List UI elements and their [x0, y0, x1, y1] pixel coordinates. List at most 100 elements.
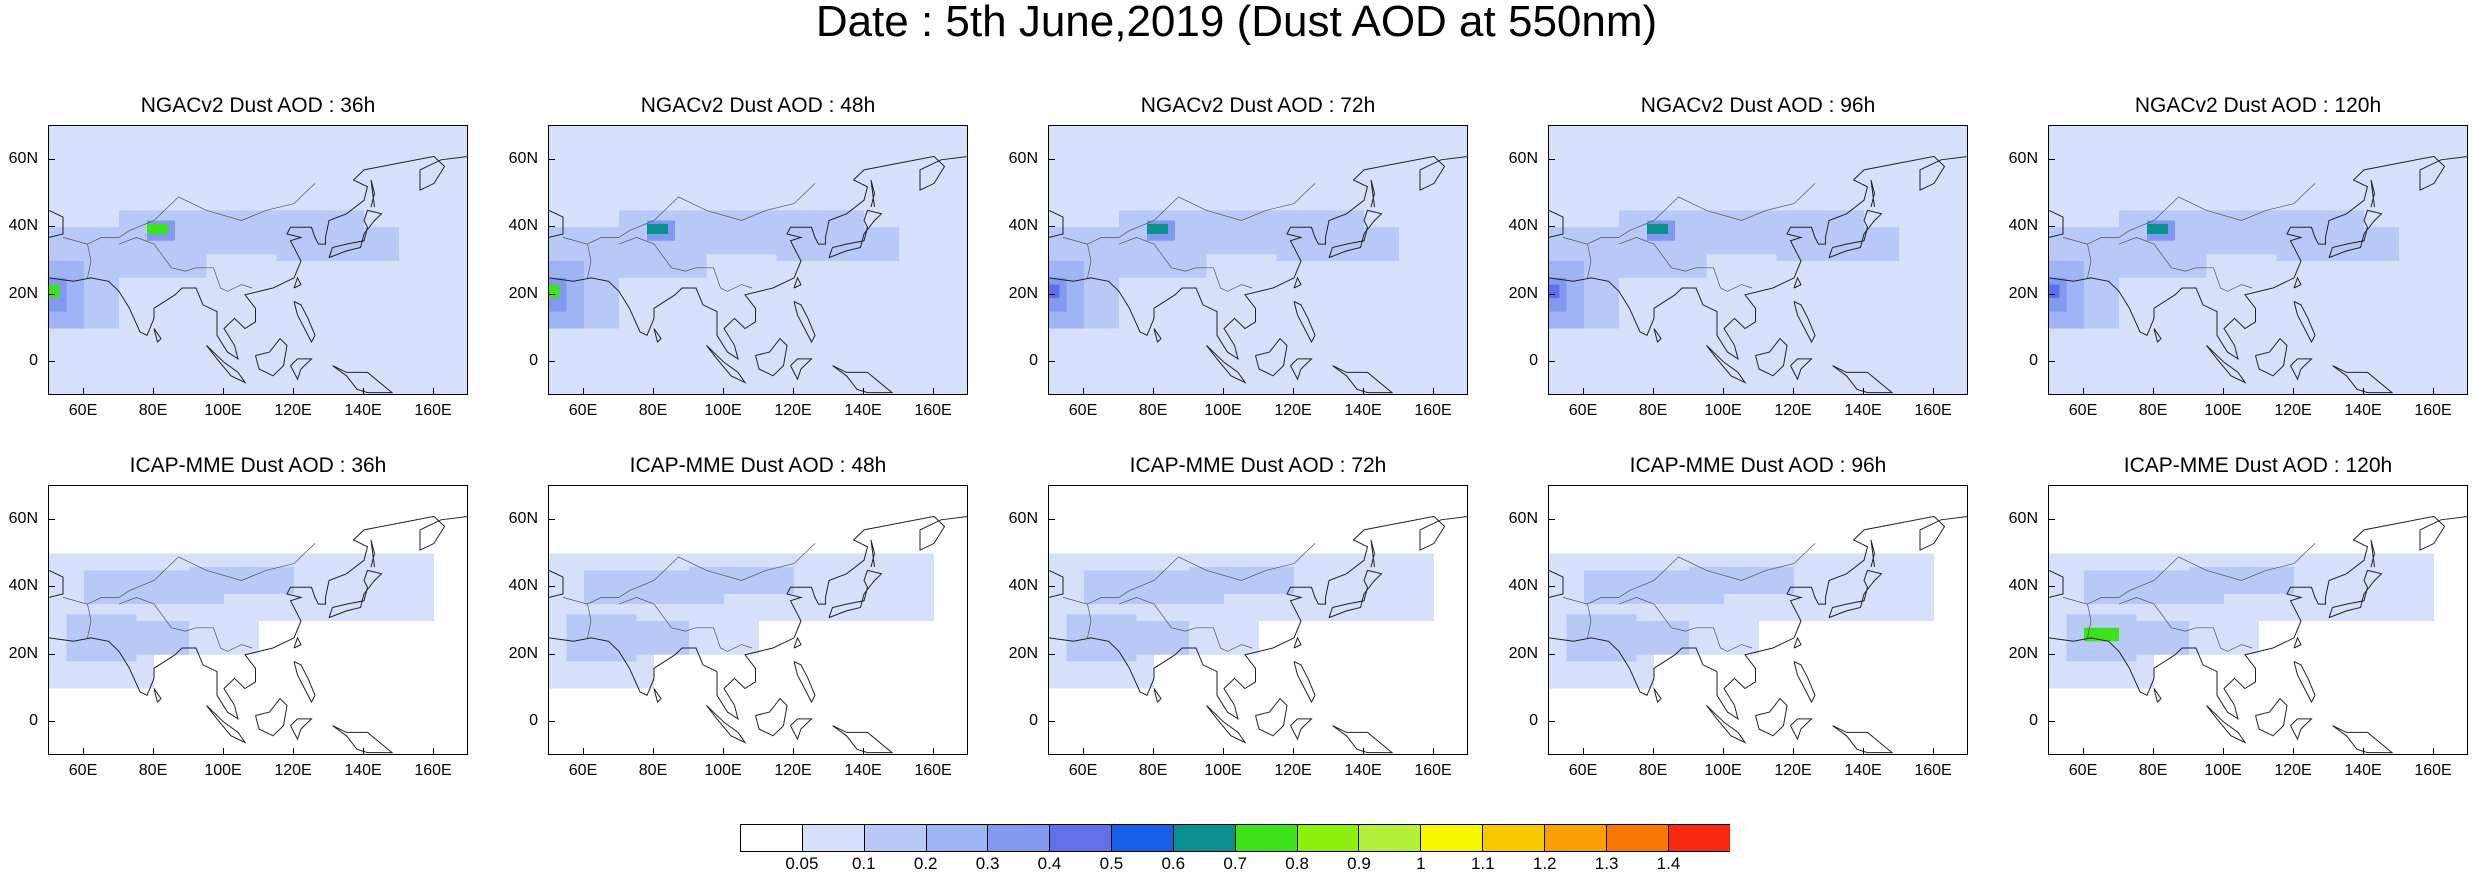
- colorbar: [740, 824, 1731, 852]
- lat-tick-label: 20N: [1008, 644, 1038, 662]
- colorbar-swatch: [802, 825, 865, 851]
- lon-tick: [2153, 388, 2154, 395]
- map-svg: [1049, 515, 1467, 754]
- lon-tick-label: 140E: [2344, 402, 2382, 419]
- coastline: [1049, 209, 1064, 238]
- lon-tick: [2433, 748, 2434, 755]
- border-line: [1087, 183, 1316, 245]
- border-line: [62, 597, 92, 638]
- lon-tick: [1863, 388, 1864, 395]
- coastline: [793, 636, 802, 649]
- coastline: [828, 569, 883, 619]
- lon-tick-label: 120E: [1274, 402, 1312, 419]
- colorbar-swatch: [741, 825, 803, 851]
- colorbar-swatch: [988, 825, 1051, 851]
- lon-tick: [2083, 388, 2084, 395]
- lon-tick-label: 120E: [2274, 402, 2312, 419]
- map-panel: [1048, 125, 1468, 395]
- border-line: [118, 237, 214, 272]
- aod-patch: [1119, 621, 1189, 655]
- aod-patch: [2119, 621, 2189, 655]
- lon-tick: [1723, 388, 1724, 395]
- lon-tick: [153, 748, 154, 755]
- lon-tick-label: 100E: [1204, 402, 1242, 419]
- lat-tick-label: 0: [29, 352, 38, 370]
- coastline: [1293, 276, 1302, 289]
- lon-tick-label: 140E: [1844, 762, 1882, 779]
- lon-tick: [83, 748, 84, 755]
- lat-tick: [48, 293, 55, 295]
- lat-tick: [548, 518, 555, 520]
- lon-tick-label: 60E: [1568, 402, 1598, 419]
- border-line: [2087, 543, 2316, 605]
- lat-tick-label: 60N: [1008, 509, 1038, 527]
- lat-tick-label: 0: [1529, 352, 1538, 370]
- colorbar-swatch: [1359, 825, 1422, 851]
- map-panel: [1548, 125, 1968, 395]
- border-line: [713, 267, 753, 292]
- border-line: [713, 627, 753, 652]
- coastline: [1755, 337, 1788, 377]
- coastline: [1549, 155, 1967, 361]
- lat-tick: [1548, 361, 1555, 363]
- coastline: [1255, 337, 1288, 377]
- coastline: [293, 301, 316, 344]
- coastline: [1793, 276, 1802, 289]
- lat-tick-label: 20N: [508, 644, 538, 662]
- panel-title: ICAP-MME Dust AOD : 48h: [629, 454, 887, 477]
- aod-patch: [1647, 223, 1668, 234]
- coastline: [1790, 358, 1813, 381]
- coastline: [290, 718, 313, 741]
- lat-tick-label: 40N: [1008, 577, 1038, 595]
- coastline: [1332, 725, 1394, 754]
- border-line: [562, 597, 592, 638]
- coastline: [206, 705, 247, 744]
- border-line: [87, 543, 316, 605]
- aod-patch: [364, 176, 467, 228]
- colorbar-swatch: [1544, 825, 1607, 851]
- coastline: [49, 569, 64, 598]
- coastline: [1549, 209, 1564, 238]
- coastline: [1790, 718, 1813, 741]
- border-line: [1587, 543, 1816, 605]
- colorbar-label: 1.4: [1656, 854, 1681, 873]
- aod-patch: [1364, 176, 1467, 228]
- border-line: [1618, 237, 1714, 272]
- colorbar-label: 0.1: [851, 854, 876, 873]
- border-line: [1118, 597, 1214, 632]
- lon-tick: [1153, 748, 1154, 755]
- coastline: [1653, 688, 1662, 703]
- coastline: [1755, 697, 1788, 737]
- coastline: [1549, 569, 1564, 598]
- aod-patch: [49, 284, 60, 299]
- border-line: [2062, 237, 2092, 278]
- lon-tick: [1653, 388, 1654, 395]
- aod-patch: [1864, 176, 1967, 228]
- lat-tick: [548, 361, 555, 363]
- map-svg: [2049, 126, 2467, 394]
- coastline: [332, 365, 394, 394]
- coastline: [2255, 337, 2288, 377]
- map-panel: [548, 485, 968, 755]
- lon-tick: [293, 748, 294, 755]
- lon-tick-label: 60E: [2068, 402, 2098, 419]
- lon-tick: [2153, 748, 2154, 755]
- coastline: [790, 358, 813, 381]
- aod-patch: [1794, 553, 1934, 621]
- colorbar-label: 0.7: [1223, 854, 1247, 873]
- lon-tick-label: 60E: [68, 402, 98, 419]
- border-line: [1587, 183, 1816, 245]
- lon-tick-label: 80E: [1638, 762, 1668, 779]
- border-line: [618, 237, 714, 272]
- border-line: [1213, 627, 1253, 652]
- lon-tick-label: 100E: [1204, 762, 1242, 779]
- lon-tick: [653, 388, 654, 395]
- coastline: [293, 636, 302, 649]
- lat-tick-label: 0: [2029, 712, 2038, 730]
- lon-tick: [1933, 748, 1934, 755]
- border-line: [2118, 597, 2214, 632]
- lat-tick: [1048, 653, 1055, 655]
- lon-tick-label: 80E: [1138, 402, 1168, 419]
- lat-tick: [2048, 226, 2055, 228]
- lon-tick-label: 100E: [2204, 402, 2242, 419]
